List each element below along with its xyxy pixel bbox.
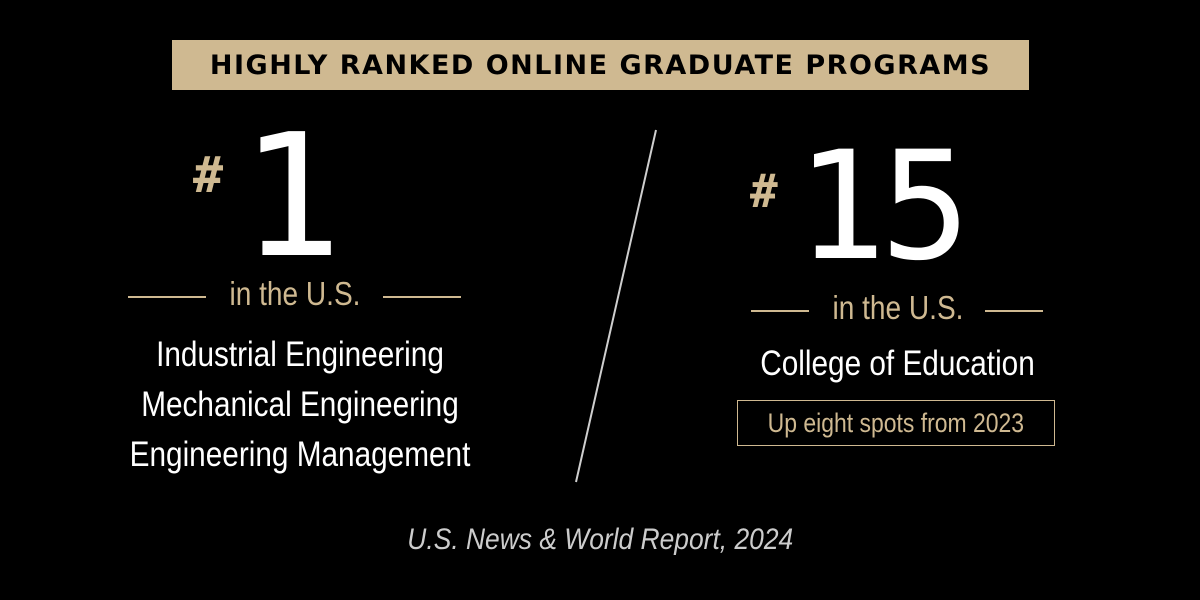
program-item-mechanical: Mechanical Engineering xyxy=(141,385,459,424)
right-rule-before xyxy=(751,310,809,312)
right-in-us-label: in the U.S. xyxy=(832,289,964,326)
source-citation: U.S. News & World Report, 2024 xyxy=(0,520,1200,560)
right-rank-number: 15 xyxy=(796,120,971,294)
left-rule-after xyxy=(383,296,461,298)
program-item-management: Engineering Management xyxy=(129,435,471,474)
left-rule-before xyxy=(128,296,206,298)
header-banner: HIGHLY RANKED ONLINE GRADUATE PROGRAMS xyxy=(172,40,1029,90)
right-rule-after xyxy=(985,310,1043,312)
right-hash-symbol: # xyxy=(750,164,778,218)
left-program-list: Industrial Engineering Mechanical Engine… xyxy=(90,330,510,480)
left-hash-symbol: # xyxy=(193,146,224,204)
banner-title: HIGHLY RANKED ONLINE GRADUATE PROGRAMS xyxy=(209,49,992,81)
right-program-name: College of Education xyxy=(760,344,1035,383)
left-in-us-label: in the U.S. xyxy=(229,275,361,312)
divider-line xyxy=(575,129,657,483)
improvement-note: Up eight spots from 2023 xyxy=(767,407,1025,438)
improvement-note-box: Up eight spots from 2023 xyxy=(737,400,1055,446)
source-text: U.S. News & World Report, 2024 xyxy=(407,523,793,556)
left-rank-number: 1 xyxy=(240,98,343,296)
program-item-industrial: Industrial Engineering xyxy=(156,335,444,374)
